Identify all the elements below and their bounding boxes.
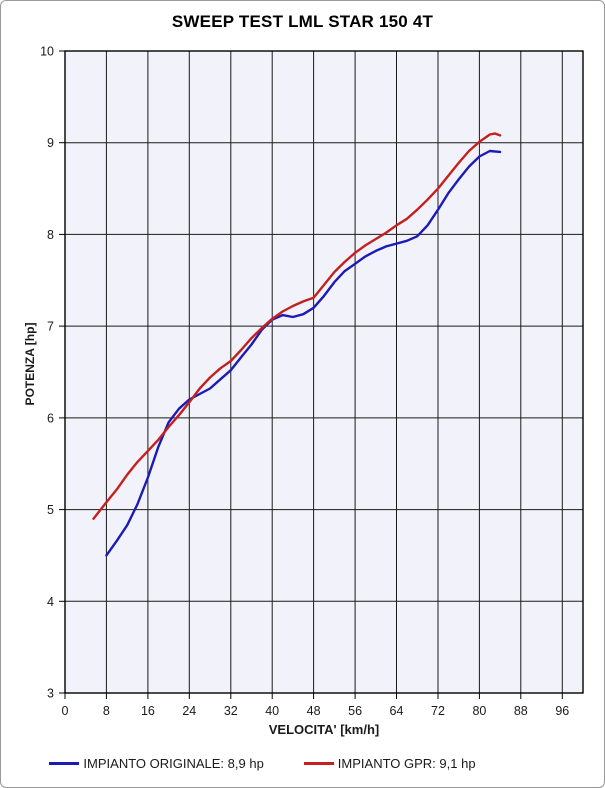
- y-axis-title: POTENZA [hp]: [23, 322, 37, 406]
- legend-line-red-icon: [303, 762, 334, 765]
- y-tick-label: 9: [47, 136, 54, 150]
- plot-frame: [64, 50, 584, 694]
- x-tick-label: 40: [265, 704, 279, 718]
- series-line-0: [105, 149, 502, 557]
- x-tick-label: 48: [307, 704, 321, 718]
- legend-item-impianto-originale: IMPIANTO ORIGINALE: 8,9 hp: [49, 756, 264, 771]
- y-tick-label: 3: [47, 687, 54, 701]
- legend: IMPIANTO ORIGINALE: 8,9 hp IMPIANTO GPR:…: [1, 756, 604, 771]
- plot-background: [65, 51, 583, 693]
- y-tick-label: 5: [47, 503, 54, 517]
- x-tick-label: 24: [182, 704, 196, 718]
- y-tick-label: 4: [47, 595, 54, 609]
- x-axis-title: VELOCITA' [km/h]: [268, 722, 380, 737]
- y-tick-label: 6: [47, 411, 54, 425]
- x-tick-label: 0: [62, 704, 69, 718]
- x-tick-label: 96: [555, 704, 569, 718]
- y-tick-label: 8: [47, 228, 54, 242]
- series-line-1: [92, 132, 502, 520]
- y-tick-label: 7: [47, 320, 54, 334]
- legend-item-impianto-gpr: IMPIANTO GPR: 9,1 hp: [303, 756, 476, 771]
- x-tick-label: 72: [431, 704, 445, 718]
- x-tick-label: 32: [224, 704, 238, 718]
- y-tick-label: 10: [40, 45, 54, 59]
- legend-line-blue-icon: [49, 762, 80, 765]
- x-tick-label: 8: [103, 704, 110, 718]
- x-tick-label: 56: [348, 704, 362, 718]
- x-tick-label: 80: [472, 704, 486, 718]
- x-tick-label: 16: [141, 704, 155, 718]
- chart-title: SWEEP TEST LML STAR 150 4T: [171, 12, 434, 31]
- legend-label-impianto-gpr: IMPIANTO GPR: 9,1 hp: [337, 756, 476, 771]
- x-tick-label: 64: [390, 704, 404, 718]
- legend-label-impianto-originale: IMPIANTO ORIGINALE: 8,9 hp: [83, 756, 264, 771]
- x-tick-label: 88: [514, 704, 528, 718]
